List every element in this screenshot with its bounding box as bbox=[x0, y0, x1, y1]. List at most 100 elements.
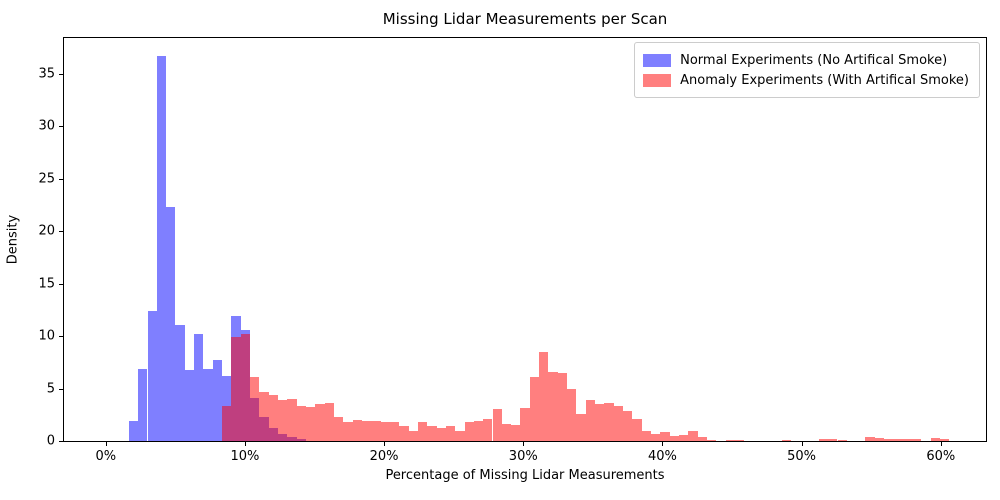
histogram-bar bbox=[306, 407, 316, 441]
y-tick-label: 25 bbox=[38, 171, 55, 187]
histogram-bar bbox=[623, 410, 633, 441]
x-tick-mark bbox=[662, 442, 664, 446]
histogram-bar bbox=[641, 430, 651, 441]
histogram-bar bbox=[184, 369, 195, 441]
histogram-bar bbox=[940, 439, 950, 441]
histogram-bar bbox=[408, 430, 418, 441]
y-tick-label: 30 bbox=[38, 118, 55, 134]
histogram-bar bbox=[725, 439, 735, 441]
y-tick-label: 20 bbox=[38, 223, 55, 239]
histogram-bar bbox=[706, 439, 717, 441]
x-tick-mark bbox=[801, 442, 803, 446]
histogram-bar bbox=[175, 324, 185, 441]
y-tick-mark bbox=[59, 336, 63, 338]
histogram-bar bbox=[492, 409, 502, 441]
y-axis-label: Density bbox=[5, 214, 21, 265]
legend-label-normal: Normal Experiments (No Artifical Smoke) bbox=[680, 52, 948, 68]
histogram-bar bbox=[222, 406, 232, 441]
histogram-bar bbox=[352, 420, 362, 441]
histogram-bar bbox=[231, 337, 241, 441]
y-tick-label: 15 bbox=[38, 276, 55, 292]
histogram-bar bbox=[212, 360, 223, 441]
x-tick-label: 10% bbox=[230, 449, 260, 464]
y-tick-mark bbox=[59, 441, 63, 442]
histogram-bar bbox=[511, 425, 521, 441]
histogram-bar bbox=[128, 421, 139, 441]
histogram-bar bbox=[296, 406, 306, 441]
histogram-bar bbox=[837, 439, 847, 441]
y-tick-mark bbox=[59, 388, 63, 390]
histogram-bar bbox=[539, 351, 549, 441]
histogram-bar bbox=[828, 439, 838, 441]
histogram-bar bbox=[464, 421, 474, 441]
histogram-bar bbox=[818, 439, 829, 441]
histogram-bar bbox=[138, 368, 148, 441]
histogram-bar bbox=[912, 439, 922, 441]
histogram-bar bbox=[240, 333, 251, 441]
histogram-bar bbox=[455, 430, 465, 441]
histogram-bar bbox=[259, 391, 269, 441]
histogram-bar bbox=[361, 421, 372, 441]
histogram-bar bbox=[884, 439, 894, 441]
histogram-bar bbox=[483, 418, 493, 441]
histogram-bar bbox=[147, 310, 157, 441]
histogram-bar bbox=[604, 403, 614, 441]
histogram-bar bbox=[781, 440, 791, 441]
histogram-bar bbox=[734, 440, 745, 441]
plot-area: 0% 10% 20% 30% 40% 50% 60% 0 5 10 15 20 25 30 35 Norm… bbox=[38, 37, 987, 464]
histogram-bar bbox=[865, 436, 875, 441]
histogram-bar bbox=[595, 404, 605, 441]
histogram-bar bbox=[902, 439, 913, 441]
histogram-bar bbox=[278, 400, 288, 441]
x-tick-mark bbox=[384, 442, 386, 446]
histogram-bar bbox=[930, 437, 941, 441]
chart-title: Missing Lidar Measurements per Scan bbox=[382, 10, 668, 28]
x-tick-label: 20% bbox=[369, 449, 399, 464]
histogram-bar bbox=[268, 394, 279, 441]
histogram-bar bbox=[688, 430, 698, 441]
y-tick-mark bbox=[59, 231, 63, 233]
x-tick-mark bbox=[244, 442, 246, 446]
histogram-bar bbox=[389, 421, 400, 441]
histogram-bar bbox=[333, 416, 344, 441]
y-tick-mark bbox=[59, 283, 63, 285]
histogram-bar bbox=[893, 439, 903, 441]
histogram-bar bbox=[576, 413, 586, 441]
histogram-bar bbox=[380, 422, 390, 441]
histogram-bar bbox=[501, 424, 512, 441]
histogram-bar bbox=[520, 408, 530, 441]
x-tick-mark bbox=[105, 442, 107, 446]
histogram-bar bbox=[343, 422, 353, 441]
y-tick-mark bbox=[59, 73, 63, 75]
x-tick-mark bbox=[940, 442, 942, 446]
histogram-bar bbox=[697, 437, 707, 441]
histogram-bar bbox=[250, 376, 260, 441]
histogram-bar bbox=[203, 368, 213, 441]
y-tick-label: 0 bbox=[46, 433, 55, 449]
histogram-bar bbox=[632, 418, 642, 441]
legend: Normal Experiments (No Artifical Smoke) … bbox=[634, 42, 980, 98]
histogram-bar bbox=[473, 420, 484, 441]
histogram-bar bbox=[445, 425, 456, 441]
normal-series-swatch-icon bbox=[643, 53, 672, 67]
y-tick-label: 10 bbox=[38, 328, 55, 344]
histogram-bar bbox=[651, 434, 661, 441]
y-tick-mark bbox=[59, 126, 63, 128]
histogram-bar bbox=[194, 333, 204, 441]
x-tick-label: 50% bbox=[787, 449, 817, 464]
histogram-bar bbox=[529, 376, 540, 441]
histogram-bar bbox=[548, 371, 558, 441]
legend-item-normal: Normal Experiments (No Artifical Smoke) bbox=[643, 50, 969, 70]
histogram-bar bbox=[567, 388, 577, 441]
histogram-bar bbox=[436, 428, 446, 441]
histogram-bar bbox=[166, 206, 176, 441]
x-tick-label: 40% bbox=[647, 449, 677, 464]
y-tick-mark bbox=[59, 178, 63, 180]
legend-label-anomaly: Anomaly Experiments (With Artifical Smok… bbox=[680, 72, 969, 88]
histogram-bar bbox=[399, 426, 409, 441]
y-tick-label: 35 bbox=[38, 66, 55, 82]
histogram-bar bbox=[585, 400, 596, 441]
histogram-bar bbox=[678, 434, 689, 441]
x-tick-label: 0% bbox=[95, 449, 117, 464]
